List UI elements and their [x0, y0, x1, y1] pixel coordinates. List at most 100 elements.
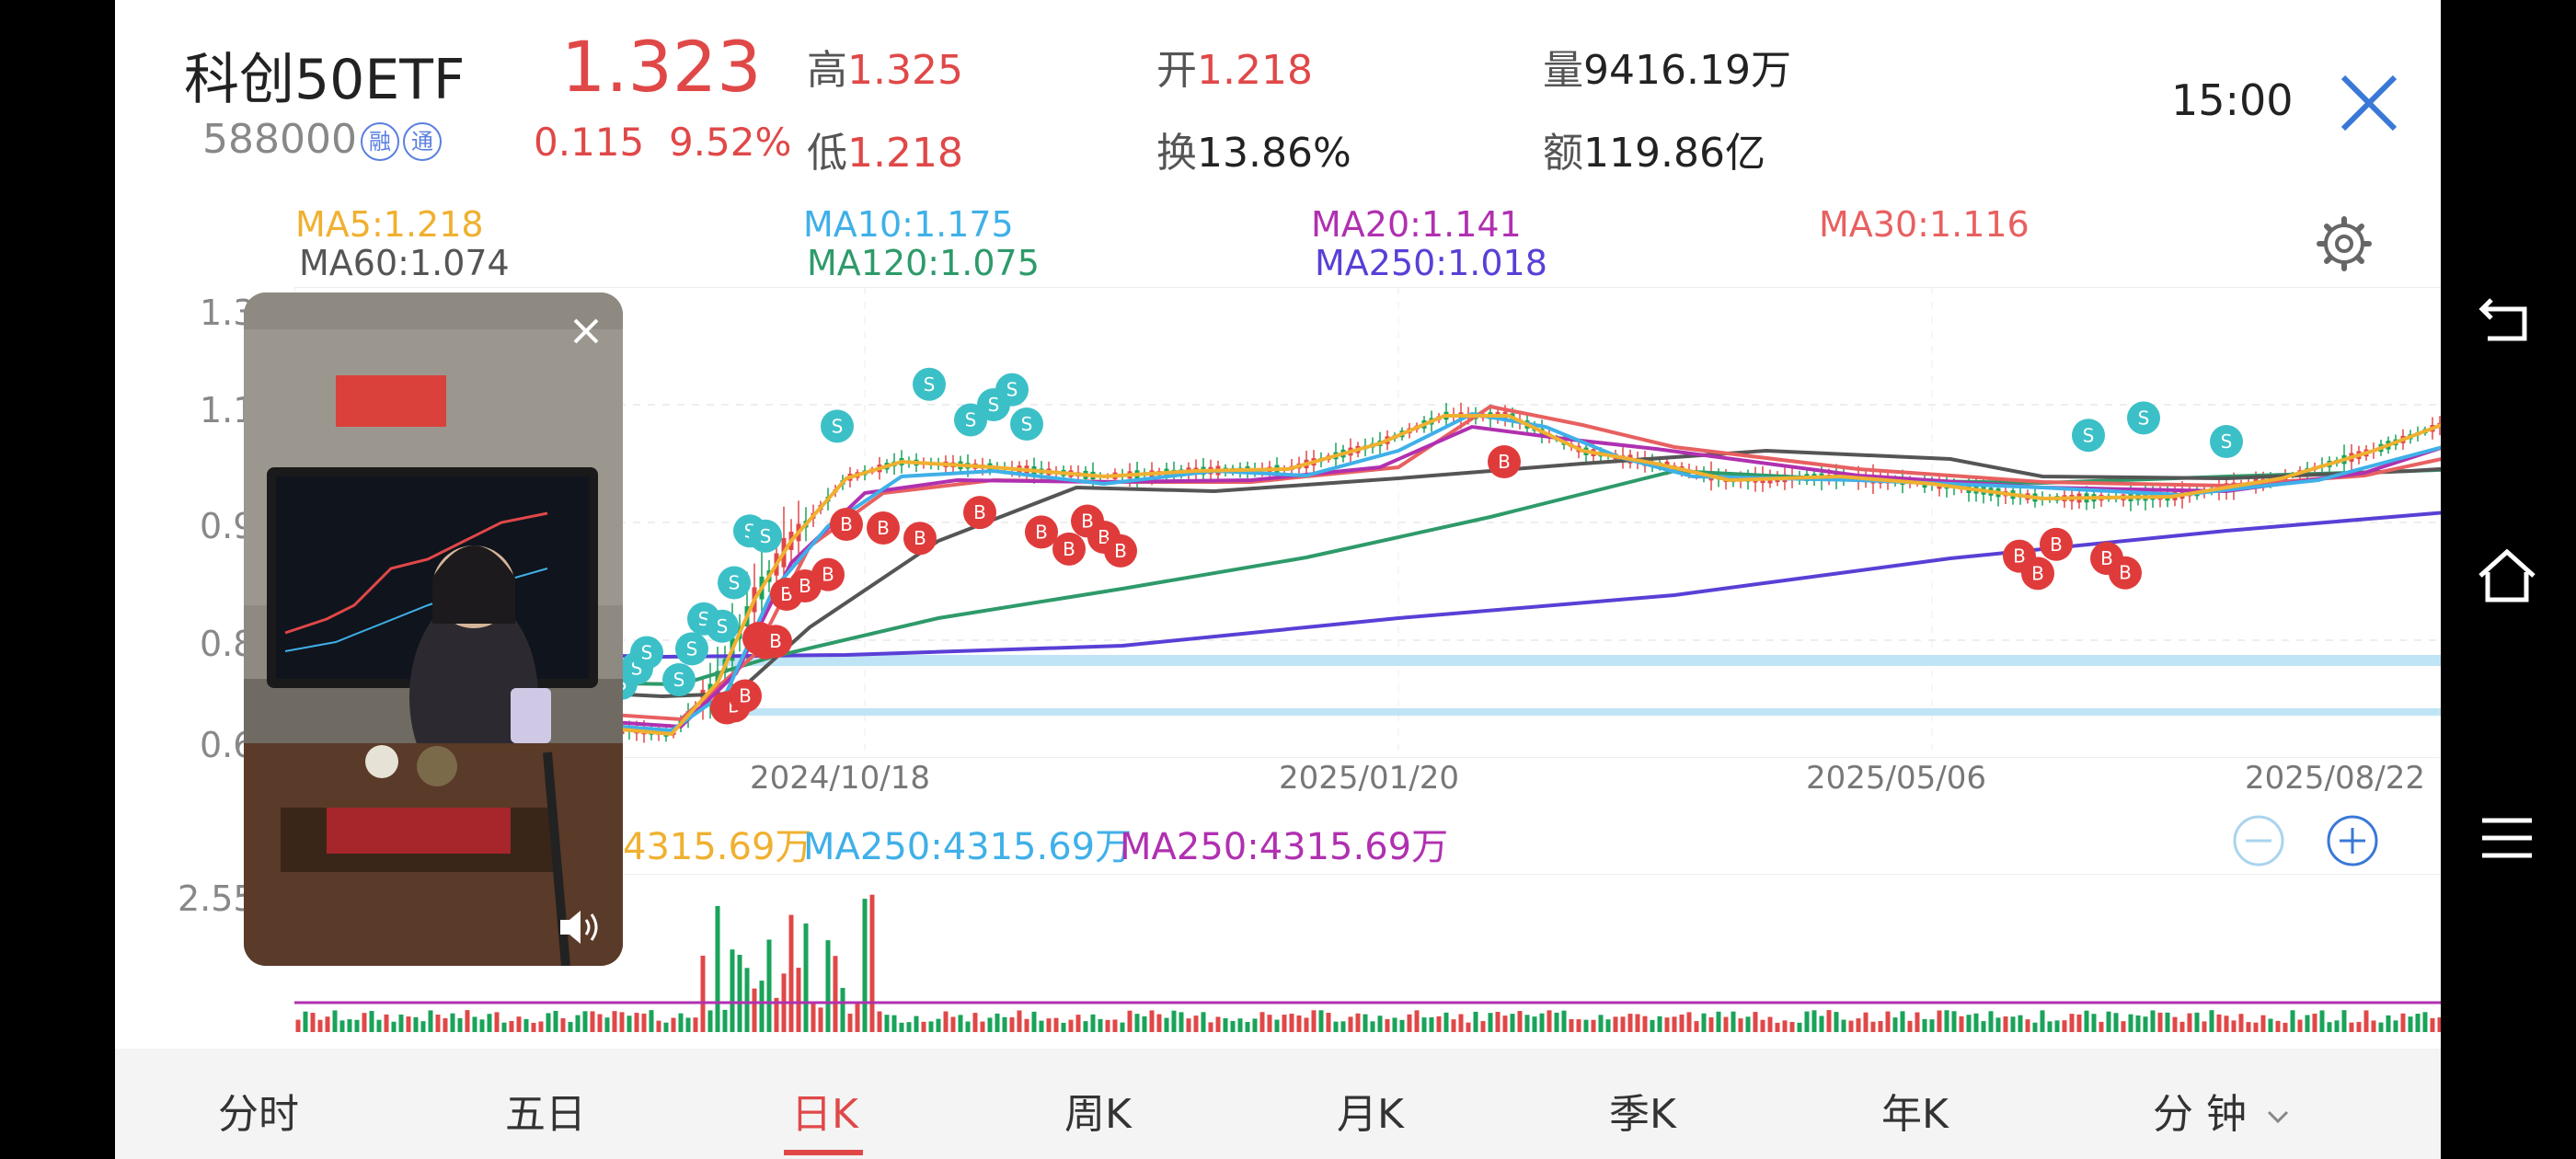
- volume-bar: [2069, 1014, 2075, 1032]
- tab-yearly-k[interactable]: 年K: [1881, 1091, 1949, 1138]
- sell-signal-marker-label: S: [673, 669, 685, 691]
- tab-minute[interactable]: 分 钟: [2153, 1081, 2291, 1140]
- video-overlay[interactable]: [244, 293, 623, 966]
- volume-label: 量: [1543, 47, 1583, 94]
- volume-bar: [325, 1016, 330, 1032]
- volume-bar: [1090, 1014, 1096, 1032]
- volume-bar: [479, 1019, 485, 1032]
- volume-bar: [1363, 1014, 1368, 1032]
- volume-bar: [509, 1020, 514, 1032]
- volume-bar: [531, 1022, 536, 1032]
- connect-badge: 通: [402, 122, 442, 161]
- volume-bar: [2437, 1017, 2441, 1032]
- buy-signal-marker-label: B: [1035, 521, 1048, 543]
- volume-bar: [1900, 1011, 1905, 1032]
- volume-bar: [1841, 1019, 1846, 1032]
- volume-bar: [1179, 1012, 1184, 1032]
- video-sound-button[interactable]: [557, 907, 604, 951]
- quote-time: 15:00: [2171, 75, 2294, 125]
- volume-bar: [2408, 1016, 2413, 1032]
- tab-intraday[interactable]: 分时: [218, 1091, 299, 1138]
- volume-bar: [730, 949, 735, 1032]
- ma10-label: MA10:1.175: [803, 204, 1014, 245]
- volume-bar: [2253, 1022, 2259, 1032]
- tab-weekly-k[interactable]: 周K: [1064, 1091, 1132, 1138]
- volume-bar: [788, 914, 794, 1032]
- video-close-button[interactable]: [568, 313, 604, 353]
- volume-bar: [1547, 1010, 1552, 1032]
- volume-bar: [1811, 1010, 1817, 1032]
- tab-daily-k[interactable]: 日K: [791, 1091, 858, 1138]
- zoom-in-button[interactable]: [2325, 813, 2380, 872]
- buy-signal-marker: [2109, 556, 2142, 590]
- close-button[interactable]: [2332, 66, 2406, 140]
- volume-bar: [2054, 1020, 2060, 1032]
- volume-bar: [649, 1010, 654, 1032]
- volume-bar: [1569, 1018, 1574, 1032]
- volume-bar: [2415, 1014, 2421, 1032]
- volume-bar: [612, 1011, 617, 1032]
- volume-bar: [671, 1017, 676, 1032]
- buy-signal-marker-label: B: [914, 527, 926, 549]
- volume-bar: [1267, 1015, 1272, 1032]
- tab-monthly-k[interactable]: 月K: [1337, 1091, 1404, 1138]
- volume-bar: [472, 1016, 477, 1032]
- buy-signal-marker: [729, 679, 762, 713]
- volume-bar: [2202, 1021, 2207, 1032]
- volume-bar: [1973, 1013, 1979, 1032]
- sell-signal-marker: [675, 632, 708, 666]
- volume-bar: [1156, 1014, 1162, 1032]
- sell-signal-marker-label: S: [760, 525, 772, 547]
- kline-chart[interactable]: SSSSSSSSSSSSSSSSSSSSSSBBBBBBBBBBBBBBBBBB…: [294, 287, 2441, 758]
- volume-bar: [1053, 1017, 1059, 1032]
- volume-bar: [869, 894, 875, 1032]
- zoom-out-button[interactable]: [2231, 813, 2286, 872]
- volume-chart[interactable]: [294, 874, 2441, 1032]
- chart-settings-button[interactable]: [2312, 212, 2376, 276]
- buy-signal-marker: [903, 522, 937, 556]
- volume-bar: [2327, 1022, 2332, 1032]
- volume-bar: [1937, 1010, 1942, 1032]
- menu-button[interactable]: [2475, 806, 2539, 870]
- home-button[interactable]: [2475, 545, 2539, 609]
- volume-bar: [2194, 1012, 2200, 1032]
- price-change-pct: 9.52%: [668, 120, 792, 165]
- volume-bar: [2319, 1010, 2325, 1032]
- plus-circle-icon: [2327, 815, 2378, 866]
- close-icon: [573, 318, 599, 344]
- ma20-label: MA20:1.141: [1311, 204, 1522, 245]
- volume-bar: [487, 1014, 492, 1032]
- chevron-down-icon: [2267, 1110, 2289, 1124]
- tab-quarterly-k[interactable]: 季K: [1609, 1091, 1676, 1138]
- active-tab-indicator: [784, 1150, 863, 1155]
- volume-bar: [1164, 1017, 1169, 1032]
- ma5-label: MA5:1.218: [295, 204, 484, 245]
- sell-signal-marker: [662, 663, 696, 697]
- open-stat: 开1.218: [1156, 37, 1313, 96]
- volume-bar: [1635, 1014, 1640, 1032]
- volume-bar: [1959, 1016, 1964, 1032]
- volume-bar: [568, 1022, 573, 1032]
- volume-bar: [1576, 1019, 1581, 1032]
- volume-bar: [1488, 1013, 1493, 1032]
- turnover-value: 13.86%: [1197, 130, 1351, 177]
- tab-five-day[interactable]: 五日: [505, 1091, 586, 1138]
- back-button[interactable]: [2475, 287, 2539, 351]
- volume-bar: [332, 1010, 338, 1032]
- date-label-4: 2025/08/22: [2245, 760, 2425, 797]
- volume-bar: [774, 997, 779, 1032]
- volume-bar: [1863, 1012, 1869, 1032]
- stock-code-row: 588000 融通: [202, 116, 442, 163]
- tab-minute-label: 分 钟: [2153, 1091, 2247, 1138]
- price-change-row: 0.115 9.52%: [534, 120, 791, 165]
- volume-bar: [1554, 1012, 1559, 1032]
- volume-bar: [862, 899, 868, 1032]
- volume-bar: [1252, 1018, 1258, 1032]
- volume-bar: [494, 1012, 500, 1032]
- volume-bar: [1223, 1017, 1228, 1032]
- volume-bar: [1782, 1020, 1788, 1032]
- volume-bar: [1348, 1016, 1353, 1032]
- buy-signal-marker-label: B: [2119, 562, 2132, 584]
- volume-bar: [1966, 1015, 1972, 1032]
- volume-bar: [936, 1018, 941, 1032]
